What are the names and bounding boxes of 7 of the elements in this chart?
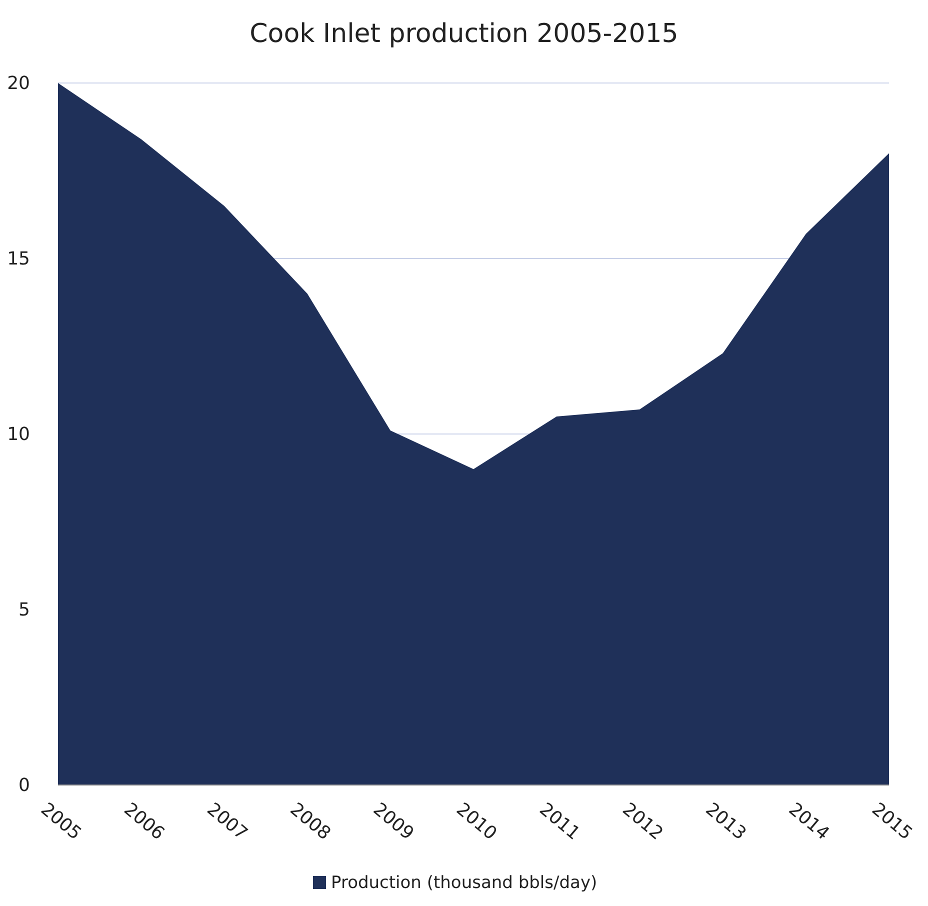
y-tick-label: 20 xyxy=(7,72,30,94)
y-tick-label: 5 xyxy=(18,599,30,620)
y-tick-label: 0 xyxy=(18,774,30,796)
chart-title: Cook Inlet production 2005-2015 xyxy=(250,19,678,49)
y-tick-label: 15 xyxy=(7,248,30,270)
legend-label: Production (thousand bbls/day) xyxy=(331,873,598,893)
y-tick-label: 10 xyxy=(7,424,30,445)
